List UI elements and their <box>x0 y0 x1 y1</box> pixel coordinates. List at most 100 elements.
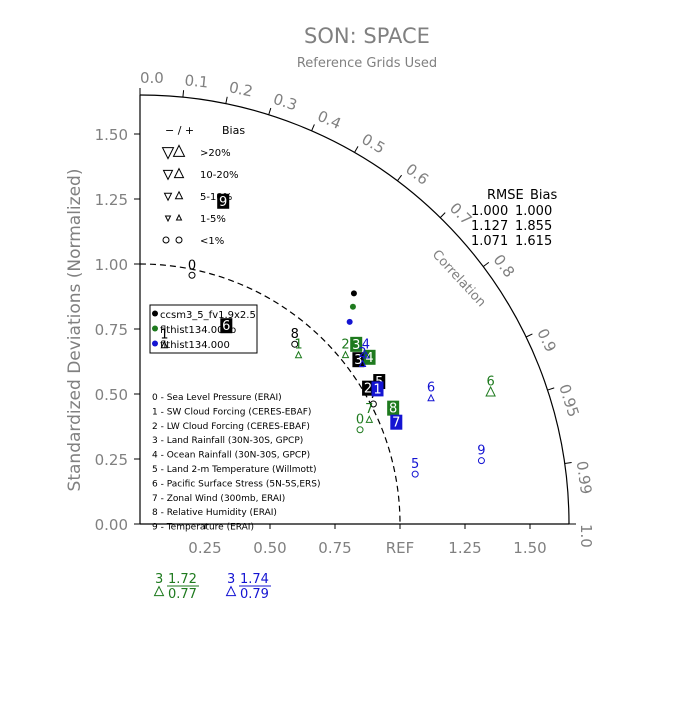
bias-negative-icon <box>161 147 175 160</box>
variable-item: 1 - SW Cloud Forcing (CERES-EBAF) <box>152 407 311 417</box>
data-point-box <box>220 318 233 334</box>
correlation-tick <box>354 146 359 153</box>
data-point-label: 1 <box>160 327 168 342</box>
bias-header: Bias <box>530 188 557 203</box>
data-point-box <box>387 400 400 416</box>
chart-title: SON: SPACE <box>304 24 430 48</box>
data-point-marker <box>477 457 485 465</box>
rmse-value: 1.127 <box>471 219 508 234</box>
variable-item: 8 - Relative Humidity (ERAI) <box>152 508 277 518</box>
data-point: 0 <box>188 258 196 279</box>
data-point: 8 <box>387 400 400 417</box>
outlier-value: 1.72 <box>168 572 197 587</box>
correlation-tick-label: 0.2 <box>227 78 254 100</box>
bias-legend-sign: − / + <box>165 124 194 137</box>
data-point: 5 <box>411 457 419 478</box>
data-point-label: 6 <box>427 380 435 395</box>
x-tick-label: 1.50 <box>513 539 546 557</box>
variable-item: 7 - Zonal Wind (300mb, ERAI) <box>152 494 285 504</box>
data-point: 6 <box>427 380 435 402</box>
correlation-tick-label: 1.0 <box>577 524 595 548</box>
data-point-label: 6 <box>486 374 494 389</box>
data-point-label: 1 <box>373 382 381 397</box>
data-point-label: 3 <box>354 353 362 368</box>
data-point-label: 8 <box>389 402 397 417</box>
data-point: 6 <box>220 318 233 334</box>
y-tick-label: 0.75 <box>95 321 128 339</box>
bias-value: 1.615 <box>515 234 552 249</box>
variable-item: 0 - Sea Level Pressure (ERAI) <box>152 393 282 403</box>
data-point-label: 2 <box>341 337 349 352</box>
correlation-tick <box>311 124 315 132</box>
y-tick-label: 0.00 <box>95 516 128 534</box>
data-points: 012356789012346781245679 <box>160 193 496 478</box>
data-point-label: 0 <box>356 413 364 428</box>
data-point-marker <box>341 350 350 359</box>
data-point: 0 <box>356 413 364 434</box>
data-point-marker <box>411 470 419 478</box>
y-axis-label: Standardized Deviations (Normalized) <box>65 169 85 492</box>
summary-point <box>350 290 357 297</box>
variable-item: 5 - Land 2-m Temperature (Willmott) <box>152 465 317 475</box>
x-tick-label: 1.25 <box>448 539 481 557</box>
data-point: 3 <box>350 336 363 353</box>
variable-item: 2 - LW Cloud Forcing (CERES-EBAF) <box>152 422 310 432</box>
correlation-tick <box>547 387 555 391</box>
data-point-marker <box>365 415 374 423</box>
reference-arc <box>139 263 401 525</box>
data-point-box <box>362 380 375 396</box>
correlation-tick <box>268 107 272 115</box>
data-point-label: 7 <box>365 402 373 417</box>
data-point: 2 <box>362 380 375 397</box>
correlation-tick <box>482 261 490 268</box>
data-point-label: 1 <box>294 337 302 352</box>
rmse-header: RMSE <box>487 188 524 203</box>
case-name: flthist134.000b <box>160 325 236 336</box>
correlation-tick <box>225 96 228 104</box>
case-legend: ccsm3_5_fv1.9x2.5 flthist134.000b flthist1… <box>149 304 258 354</box>
data-point-marker <box>291 340 299 348</box>
bias-positive-icon <box>175 213 183 221</box>
data-point: 4 <box>362 338 370 359</box>
case-legend-box <box>149 304 258 354</box>
bias-negative-icon <box>162 169 174 181</box>
data-point: 1 <box>294 337 303 359</box>
data-point: 2 <box>341 337 350 359</box>
outlier-marker <box>153 585 165 597</box>
data-point: 9 <box>477 444 486 465</box>
y-tick-label: 1.50 <box>95 126 128 144</box>
bias-legend-header: Bias <box>222 124 245 137</box>
correlation-tick-label: 0.5 <box>359 130 389 158</box>
bias-positive-icon <box>174 190 184 200</box>
data-point-box <box>390 414 403 430</box>
correlation-tick-label: 0.8 <box>490 251 519 281</box>
y-tick-label: 0.25 <box>95 451 128 469</box>
bias-legend-label: 10-20% <box>200 170 239 181</box>
variable-item: 6 - Pacific Surface Stress (5N-5S,ERS) <box>152 479 321 489</box>
data-point-marker <box>485 385 496 397</box>
bias-positive-icon <box>173 167 185 179</box>
data-point-marker <box>294 350 303 359</box>
case-marker <box>152 340 158 347</box>
bias-legend-label: <1% <box>200 236 224 247</box>
data-point-label: 5 <box>411 457 419 472</box>
data-point-label: 8 <box>291 327 299 342</box>
correlation-tick-label: 0.0 <box>140 69 164 87</box>
case-marker <box>152 310 158 317</box>
data-point-marker <box>369 400 377 408</box>
outer-arc <box>139 94 570 525</box>
bias-legend: − / + Bias >20% 10-20% 5-10% 1-5% <1% <box>161 124 245 247</box>
bias-negative-icon <box>162 236 170 244</box>
data-point-label: 4 <box>362 338 370 353</box>
data-point: 7 <box>390 414 403 431</box>
data-point: 8 <box>291 327 299 348</box>
y-tick-label: 1.25 <box>95 191 128 209</box>
bias-legend-label: 5-10% <box>200 192 232 203</box>
case-name: ccsm3_5_fv1.9x2.5 <box>160 310 256 321</box>
variable-item: 3 - Land Rainfall (30N-30S, GPCP) <box>152 436 303 446</box>
x-tick-label: REF <box>386 539 415 557</box>
outlier-correlation: 0.79 <box>240 587 269 602</box>
summary-point <box>349 303 356 310</box>
x-tick-label: 0.25 <box>188 539 221 557</box>
